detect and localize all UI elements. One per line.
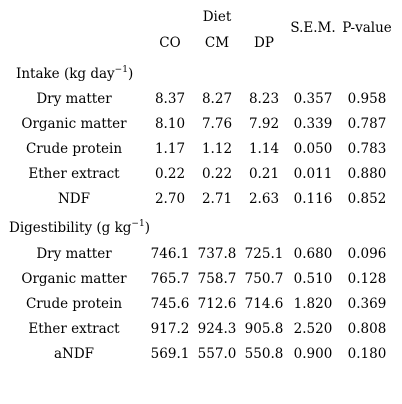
cell-cm: 0.22 [201,166,233,182]
cell-cm: 924.3 [197,321,237,337]
row-label: Dry matter [36,91,112,107]
cell-pvalue: 0.128 [347,271,387,287]
cell-dp: 7.92 [248,116,280,132]
column-header-co: CO [159,35,181,51]
cell-pvalue: 0.880 [347,166,387,182]
cell-co: 917.2 [150,321,190,337]
row-label: Crude protein [25,141,123,157]
section-title-digestibility: Digestibility (g kg−1) [9,219,150,237]
column-header-pvalue: P-value [342,20,392,36]
cell-sem: 0.050 [293,141,333,157]
column-header-sem: S.E.M. [290,20,336,36]
cell-pvalue: 0.369 [347,296,387,312]
cell-dp: 725.1 [244,246,284,262]
row-label: Organic matter [21,271,127,287]
cell-sem: 0.900 [293,346,333,362]
cell-pvalue: 0.958 [347,91,387,107]
cell-co: 0.22 [154,166,186,182]
cell-sem: 0.339 [293,116,333,132]
cell-pvalue: 0.808 [347,321,387,337]
cell-sem: 0.357 [293,91,333,107]
cell-sem: 1.820 [293,296,333,312]
cell-dp: 750.7 [244,271,284,287]
row-label: Organic matter [21,116,127,132]
cell-sem: 0.680 [293,246,333,262]
cell-cm: 758.7 [197,271,237,287]
cell-dp: 714.6 [244,296,284,312]
cell-dp: 2.63 [248,191,280,207]
cell-sem: 0.011 [293,166,333,182]
cell-pvalue: 0.783 [347,141,387,157]
diet-group-header: Diet [202,9,232,25]
row-label: aNDF [53,346,95,362]
cell-cm: 712.6 [197,296,237,312]
cell-sem: 2.520 [293,321,333,337]
cell-pvalue: 0.096 [347,246,387,262]
cell-dp: 1.14 [248,141,280,157]
cell-dp: 550.8 [244,346,284,362]
row-label: Crude protein [25,296,123,312]
row-label: Dry matter [36,246,112,262]
column-header-cm: CM [204,35,230,51]
cell-cm: 557.0 [197,346,237,362]
row-label: Ether extract [28,166,120,182]
cell-pvalue: 0.787 [347,116,387,132]
cell-dp: 905.8 [244,321,284,337]
cell-co: 1.17 [154,141,186,157]
cell-co: 746.1 [150,246,190,262]
cell-cm: 1.12 [201,141,233,157]
cell-co: 765.7 [150,271,190,287]
cell-sem: 0.510 [293,271,333,287]
cell-cm: 8.27 [201,91,233,107]
column-header-dp: DP [254,35,274,51]
cell-pvalue: 0.180 [347,346,387,362]
cell-co: 569.1 [150,346,190,362]
cell-cm: 737.8 [197,246,237,262]
cell-cm: 2.71 [201,191,233,207]
section-title-intake: Intake (kg day−1) [16,65,134,83]
cell-co: 8.37 [154,91,186,107]
cell-co: 745.6 [150,296,190,312]
cell-sem: 0.116 [293,191,333,207]
cell-co: 8.10 [154,116,186,132]
row-label: Ether extract [28,321,120,337]
cell-cm: 7.76 [201,116,233,132]
row-label: NDF [57,191,91,207]
cell-dp: 0.21 [248,166,280,182]
cell-dp: 8.23 [248,91,280,107]
cell-co: 2.70 [154,191,186,207]
cell-pvalue: 0.852 [347,191,387,207]
